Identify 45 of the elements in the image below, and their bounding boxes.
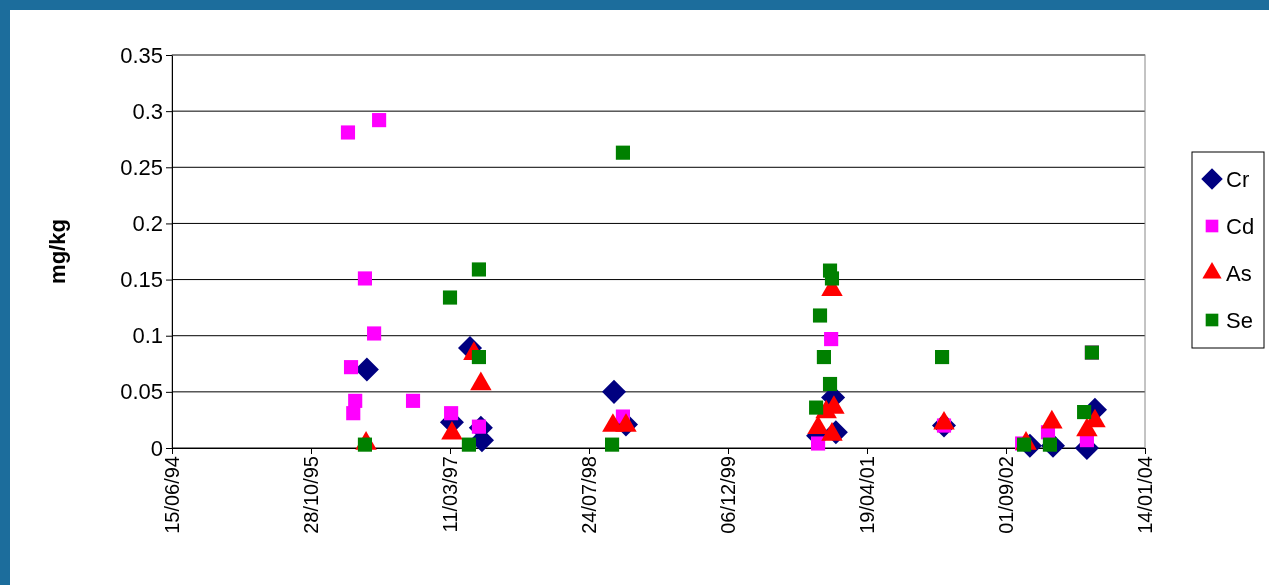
point — [461, 437, 476, 452]
legend-label: Se — [1226, 307, 1253, 333]
x-tick-label: 24/07/98 — [577, 456, 600, 534]
point — [357, 271, 372, 286]
point — [811, 436, 826, 451]
point — [822, 376, 838, 392]
y-tick-label: 0.3 — [132, 98, 163, 124]
point — [405, 393, 421, 408]
legend-label: As — [1226, 260, 1252, 286]
x-tick-label: 19/04/01 — [855, 456, 878, 534]
point — [824, 332, 839, 347]
point — [934, 349, 950, 365]
point — [340, 125, 356, 140]
point — [372, 113, 387, 128]
point — [346, 406, 361, 421]
point — [602, 379, 627, 404]
point — [442, 290, 458, 305]
y-tick-label: 0.05 — [120, 379, 163, 405]
x-tick-label: 15/06/94 — [160, 456, 183, 534]
y-axis-title: mg/kg — [45, 219, 70, 284]
x-tick-label: 11/03/97 — [438, 456, 461, 533]
point — [471, 349, 486, 365]
x-tick-label: 28/10/95 — [299, 456, 322, 534]
point — [1077, 405, 1092, 420]
point — [816, 349, 831, 365]
point — [824, 271, 840, 286]
point — [367, 326, 382, 341]
y-tick-label: 0 — [150, 435, 163, 461]
y-tick-label: 0.15 — [120, 267, 163, 293]
y-tick-label: 0.1 — [132, 323, 163, 349]
point — [605, 437, 620, 452]
point — [615, 145, 630, 160]
point — [343, 360, 359, 375]
point — [444, 406, 459, 421]
point — [812, 308, 828, 323]
x-tick-label: 01/09/02 — [994, 456, 1017, 534]
point — [809, 400, 824, 415]
y-tick-label: 0.2 — [132, 210, 163, 236]
x-tick-label: 06/12/99 — [716, 456, 739, 534]
legend-label: Cr — [1226, 166, 1250, 192]
legend-label: Cd — [1226, 213, 1255, 239]
y-tick-label: 0.25 — [120, 154, 163, 180]
point — [471, 262, 486, 277]
y-tick-label: 0.35 — [120, 42, 163, 68]
x-tick-label: 14/01/04 — [1133, 456, 1156, 534]
